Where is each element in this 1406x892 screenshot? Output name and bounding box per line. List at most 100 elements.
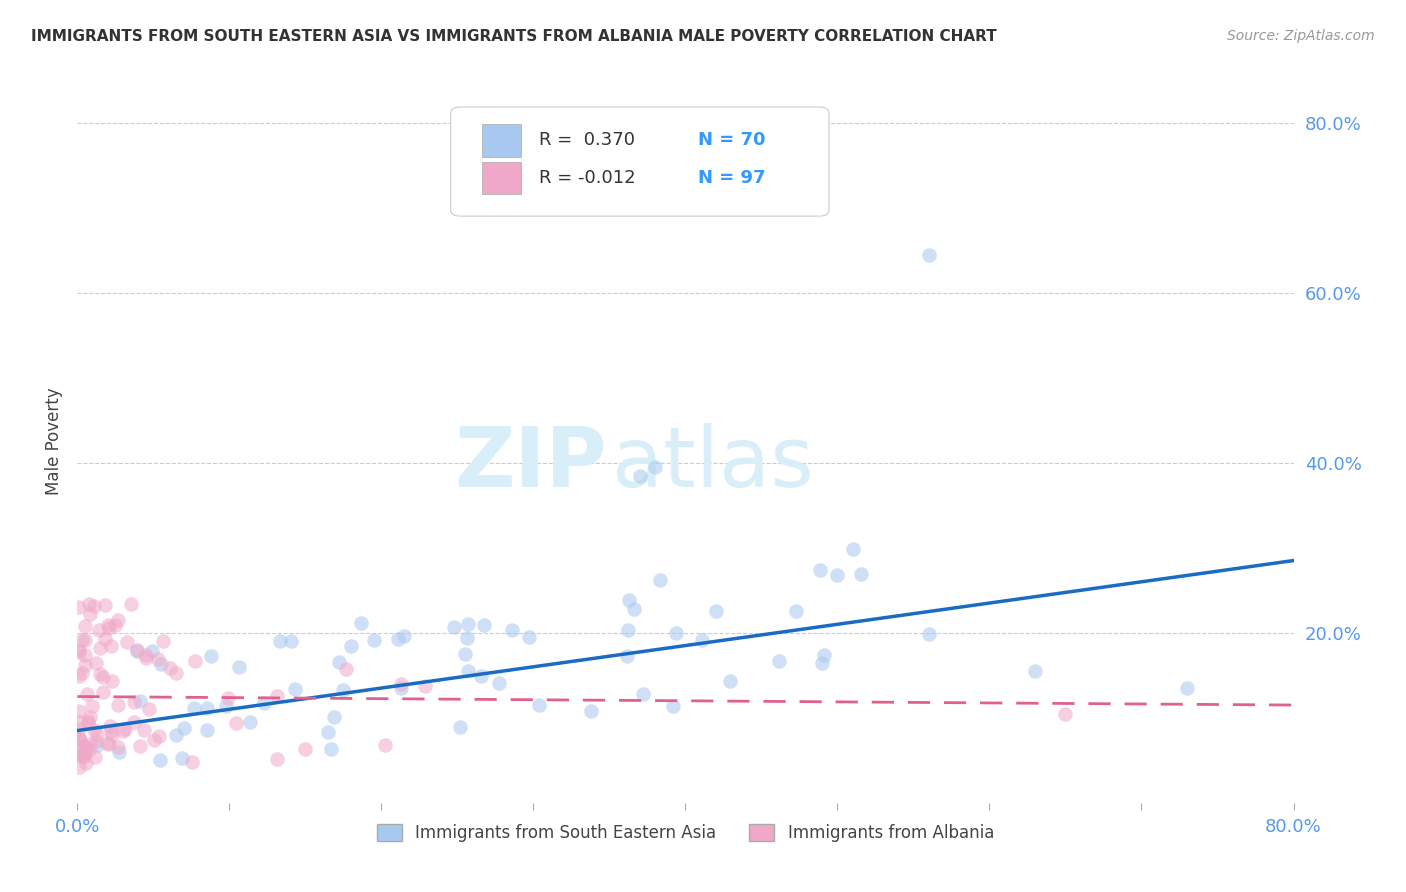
- Point: [79, 598, 101, 612]
- Point: [67, 704, 90, 718]
- Point: [67, 759, 90, 773]
- Point: [785, 605, 807, 619]
- Point: [100, 723, 122, 738]
- Point: [173, 722, 195, 736]
- Point: [662, 698, 685, 713]
- Text: ZIP: ZIP: [454, 423, 606, 504]
- Point: [86, 727, 108, 741]
- Text: atlas: atlas: [613, 423, 814, 504]
- Point: [70, 748, 93, 763]
- Point: [849, 567, 872, 582]
- Point: [581, 704, 603, 718]
- Point: [718, 673, 741, 688]
- Bar: [482, 161, 522, 194]
- Point: [252, 696, 274, 710]
- Point: [501, 624, 523, 638]
- Point: [617, 593, 640, 607]
- Point: [104, 618, 127, 632]
- Point: [75, 648, 97, 662]
- Point: [129, 739, 152, 753]
- Point: [1024, 664, 1046, 678]
- Point: [768, 654, 790, 668]
- Point: [449, 720, 471, 734]
- Point: [413, 679, 436, 693]
- Point: [165, 665, 187, 680]
- Point: [100, 640, 122, 654]
- Point: [454, 647, 477, 661]
- Point: [181, 755, 204, 769]
- Point: [633, 686, 655, 700]
- Point: [328, 655, 350, 669]
- Point: [120, 598, 142, 612]
- Point: [228, 659, 250, 673]
- Point: [73, 619, 96, 633]
- Point: [97, 737, 120, 751]
- Point: [195, 723, 218, 737]
- Point: [75, 756, 97, 770]
- Point: [918, 247, 941, 261]
- Point: [122, 714, 145, 729]
- Point: [107, 739, 129, 754]
- Point: [127, 643, 149, 657]
- Point: [318, 725, 340, 739]
- Point: [195, 700, 218, 714]
- Point: [97, 618, 120, 632]
- Point: [810, 656, 832, 670]
- Point: [67, 722, 90, 736]
- Point: [690, 632, 713, 647]
- Point: [269, 634, 291, 648]
- Point: [83, 599, 105, 613]
- Point: [183, 700, 205, 714]
- Point: [266, 752, 288, 766]
- Point: [214, 699, 236, 714]
- Point: [488, 675, 510, 690]
- Point: [89, 641, 111, 656]
- Point: [70, 665, 93, 680]
- Point: [73, 739, 96, 753]
- Point: [122, 695, 145, 709]
- Point: [165, 728, 187, 742]
- Point: [665, 625, 688, 640]
- Point: [107, 698, 129, 713]
- Point: [72, 749, 94, 764]
- Y-axis label: Male Poverty: Male Poverty: [45, 388, 63, 495]
- Point: [266, 690, 288, 704]
- Point: [374, 738, 396, 752]
- Point: [73, 747, 96, 762]
- Point: [70, 632, 93, 647]
- Point: [280, 634, 302, 648]
- Point: [827, 568, 849, 582]
- Point: [77, 714, 100, 729]
- Point: [170, 750, 193, 764]
- Point: [332, 683, 354, 698]
- Point: [294, 742, 316, 756]
- Point: [112, 723, 135, 738]
- Point: [1175, 681, 1198, 695]
- Point: [67, 669, 90, 683]
- Point: [96, 736, 118, 750]
- Point: [143, 733, 166, 747]
- Point: [135, 651, 157, 665]
- Point: [387, 632, 409, 647]
- Point: [146, 652, 169, 666]
- Point: [319, 742, 342, 756]
- Point: [470, 668, 492, 682]
- Legend: Immigrants from South Eastern Asia, Immigrants from Albania: Immigrants from South Eastern Asia, Immi…: [370, 817, 1001, 848]
- Point: [225, 716, 247, 731]
- Point: [79, 607, 101, 621]
- Point: [75, 657, 97, 672]
- Point: [84, 734, 107, 748]
- Point: [98, 718, 121, 732]
- Point: [117, 634, 139, 648]
- Point: [76, 716, 98, 731]
- Point: [67, 731, 90, 746]
- Point: [83, 723, 105, 738]
- Point: [73, 632, 96, 647]
- Bar: [482, 124, 522, 156]
- Point: [149, 753, 172, 767]
- Point: [350, 615, 373, 630]
- Point: [101, 727, 124, 741]
- Point: [89, 666, 111, 681]
- Point: [457, 616, 479, 631]
- Point: [456, 631, 478, 645]
